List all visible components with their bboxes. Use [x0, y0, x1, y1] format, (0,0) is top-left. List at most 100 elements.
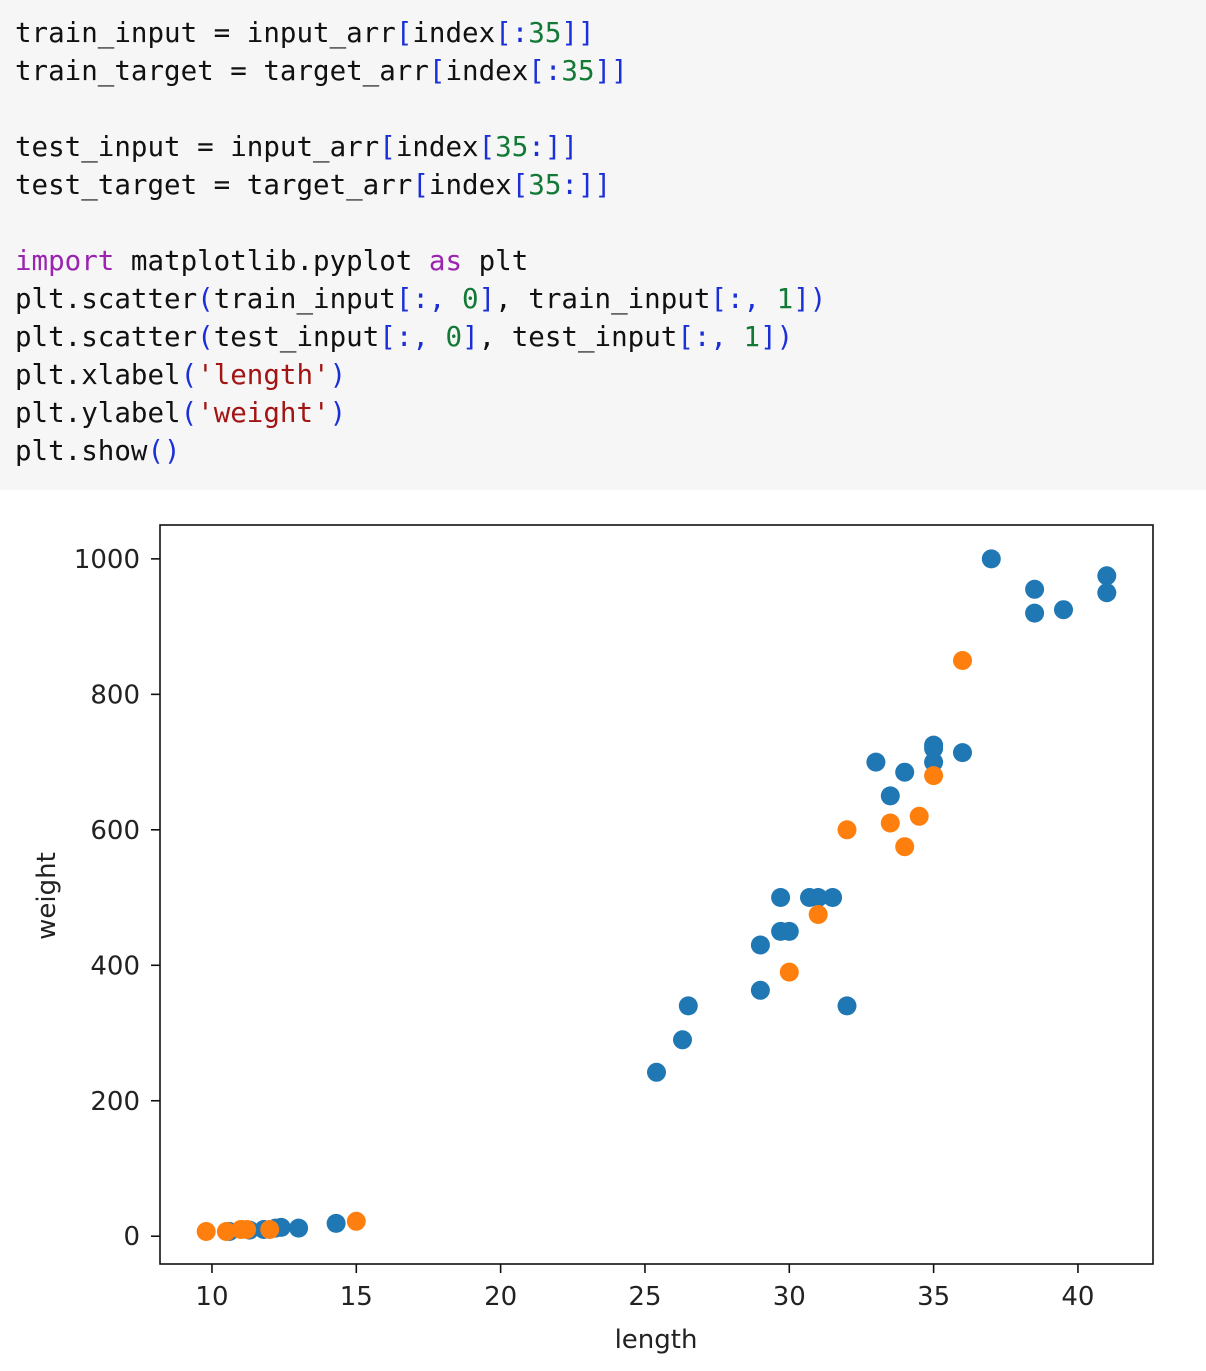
code-line: plt.scatter(train_input[:, 0], train_inp… — [15, 280, 1206, 318]
code-line: plt.xlabel('length') — [15, 356, 1206, 394]
scatter-point — [866, 752, 886, 772]
scatter-point — [808, 888, 828, 907]
code-token: ( — [197, 283, 214, 315]
code-cell[interactable]: train_input = input_arr[index[:35]] train… — [0, 0, 1206, 490]
y-tick-label: 600 — [90, 816, 140, 846]
scatter-point — [237, 1220, 257, 1239]
scatter-point — [1097, 566, 1117, 586]
y-tick-label: 1000 — [74, 545, 140, 575]
code-line — [15, 90, 1206, 128]
code-token: ]] — [594, 55, 628, 87]
code-token: test_target = target_arr — [15, 169, 413, 201]
scatter-point — [1054, 600, 1073, 620]
scatter-point — [953, 651, 972, 670]
code-token: 1 — [776, 283, 794, 315]
output-area: 10 15 20 25 30 35 40 0 200 400 600 800 1000 length … — [0, 490, 1206, 1366]
scatter-point — [837, 996, 857, 1016]
code-token: [ — [428, 55, 446, 87]
code-token: [ — [412, 169, 429, 201]
x-axis-label: length — [615, 1325, 698, 1355]
scatter-point — [924, 752, 944, 772]
x-tick-label: 15 — [340, 1282, 373, 1312]
x-tick-label: 40 — [1061, 1282, 1094, 1312]
code-token: [: — [528, 55, 562, 87]
x-tick-label: 20 — [484, 1282, 517, 1312]
code-token: ]) — [793, 283, 827, 315]
code-token: 35 — [561, 55, 595, 87]
code-token: ) — [329, 397, 347, 429]
x-tick-label: 10 — [195, 1282, 228, 1312]
code-token: [:, — [379, 321, 446, 353]
code-token: ( — [197, 321, 214, 353]
scatter-point — [823, 888, 843, 907]
code-token: index — [395, 131, 479, 163]
y-axis: 0 200 400 600 800 1000 — [74, 545, 160, 1252]
code-token: 'weight' — [197, 397, 330, 429]
scatter-point — [981, 549, 1001, 569]
code-token: matplotlib.pyplot — [114, 245, 429, 277]
scatter-point — [1025, 603, 1045, 623]
code-editor[interactable]: train_input = input_arr[index[:35]] train… — [15, 14, 1206, 470]
scatter-point — [326, 1213, 346, 1233]
scatter-point — [750, 935, 770, 955]
code-line: test_target = target_arr[index[35:]] — [15, 166, 1206, 204]
code-token: 35 — [528, 169, 562, 201]
code-token: ( — [180, 397, 198, 429]
scatter-point — [895, 762, 915, 782]
scatter-point — [895, 837, 915, 857]
y-tick-label: 400 — [90, 951, 140, 981]
scatter-point — [771, 888, 791, 907]
y-axis-label: weight — [32, 852, 62, 940]
code-token: [:, — [395, 283, 463, 315]
code-token: plt.scatter — [15, 321, 198, 353]
code-token: , train_input — [495, 283, 711, 315]
scatter-point — [837, 820, 857, 840]
code-token: 0 — [462, 283, 479, 315]
code-token: import — [15, 245, 115, 277]
code-line: train_input = input_arr[index[:35]] — [15, 14, 1206, 52]
code-token: train_target = target_arr — [15, 55, 429, 87]
scatter-point — [808, 905, 828, 924]
code-token: as — [428, 245, 463, 277]
scatter-point — [779, 962, 799, 982]
code-token: ] — [478, 283, 496, 315]
code-token: plt.scatter — [15, 283, 198, 315]
scatter-point — [647, 1062, 666, 1082]
scatter-point — [953, 743, 972, 763]
code-line: import matplotlib.pyplot as plt — [15, 242, 1206, 280]
code-token: index — [445, 55, 529, 87]
code-token: ] — [462, 321, 479, 353]
code-token: [ — [511, 169, 529, 201]
code-line: test_input = input_arr[index[35:]] — [15, 128, 1206, 166]
code-token: train_input — [213, 283, 396, 315]
code-token: train_input = input_arr — [15, 17, 396, 49]
code-token: test_input = input_arr — [15, 131, 380, 163]
scatter-point — [289, 1218, 309, 1238]
code-token: ( — [180, 359, 198, 391]
code-token: plt.show — [15, 435, 148, 467]
code-token: [ — [478, 131, 496, 163]
code-token: ) — [329, 359, 347, 391]
scatter-point — [346, 1211, 366, 1231]
scatter-point — [880, 786, 900, 806]
code-line: train_target = target_arr[index[:35]] — [15, 52, 1206, 90]
code-token: 'length' — [197, 359, 330, 391]
code-line: plt.show() — [15, 432, 1206, 470]
code-token: index — [412, 17, 496, 49]
code-token: index — [428, 169, 512, 201]
code-token: ]) — [760, 321, 794, 353]
scatter-point — [924, 735, 944, 755]
code-token: test_input — [213, 321, 380, 353]
x-axis: 10 15 20 25 30 35 40 — [195, 1264, 1094, 1312]
scatter-point — [678, 996, 698, 1016]
code-token: ]] — [561, 17, 595, 49]
x-tick-label: 25 — [628, 1282, 661, 1312]
code-token: plt.xlabel — [15, 359, 181, 391]
code-line: plt.ylabel('weight') — [15, 394, 1206, 432]
code-token: [ — [379, 131, 396, 163]
code-token: 35 — [495, 131, 529, 163]
code-line: plt.scatter(test_input[:, 0], test_input… — [15, 318, 1206, 356]
y-tick-label: 800 — [90, 680, 140, 710]
scatter-point — [260, 1220, 280, 1239]
